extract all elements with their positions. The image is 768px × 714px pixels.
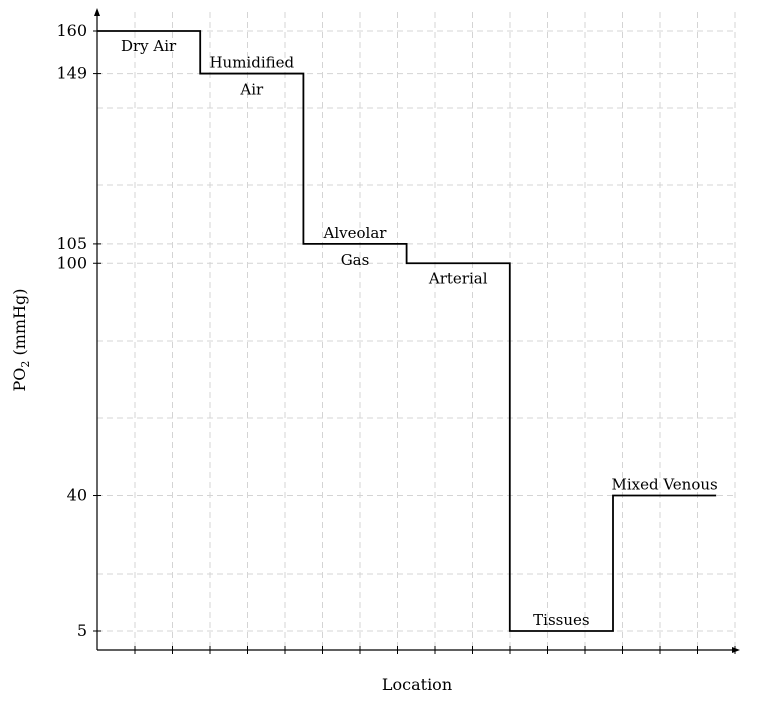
y-tick-label: 100 (56, 253, 87, 272)
y-tick-label: 160 (56, 21, 87, 40)
y-tick-label: 5 (77, 621, 87, 640)
segment-label: Gas (341, 251, 370, 269)
x-axis-title: Location (382, 675, 452, 694)
segment-label: Mixed Venous (611, 476, 717, 494)
po2-step-line (97, 30, 717, 632)
y-axis-title: PO2 (mmHg) (10, 289, 32, 392)
grid (97, 12, 736, 650)
y-tick-label: 40 (67, 486, 87, 505)
x-axis-arrow (732, 647, 740, 653)
segment-label: Alveolar (323, 224, 388, 242)
segment-labels: Dry Air Humidified Air Alveolar Gas Arterial T… (121, 37, 718, 629)
segment-label: Dry Air (121, 37, 177, 55)
y-axis-arrow (94, 8, 100, 16)
y-axis-title-subscript: 2 (19, 361, 32, 368)
x-ticks (134, 646, 736, 654)
segment-label: Humidified (209, 54, 294, 72)
y-axis-title-main: PO (10, 368, 29, 392)
y-tick-label: 149 (56, 64, 87, 83)
segment-label: Arterial (428, 269, 488, 287)
axes (94, 8, 740, 653)
segment-label: Tissues (533, 611, 589, 629)
segment-label: Air (239, 81, 264, 99)
y-tick-label: 105 (56, 234, 87, 253)
y-axis-title-unit: (mmHg) (10, 289, 29, 361)
